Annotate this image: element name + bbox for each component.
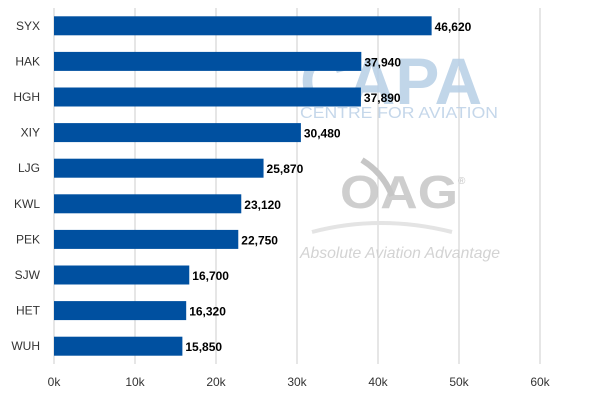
data-label: 37,890 (364, 91, 401, 105)
bar-kwl (54, 194, 242, 214)
bar-het (54, 301, 187, 321)
x-tick-label: 20k (206, 375, 226, 389)
category-label: XIY (21, 126, 40, 140)
bar-wuh (54, 336, 183, 356)
data-label: 16,700 (192, 269, 229, 283)
x-tick-label: 0k (48, 375, 62, 389)
x-tick-label: 10k (125, 375, 145, 389)
x-tick-label: 40k (368, 375, 388, 389)
bar-xiy (54, 123, 301, 143)
x-tick-label: 50k (449, 375, 469, 389)
data-label: 15,850 (185, 340, 222, 354)
oag-arc-icon (311, 221, 453, 234)
category-label: KWL (14, 197, 40, 211)
data-label: 46,620 (435, 20, 472, 34)
labels: 0k 10k 20k 30k 40k 50k 60k SYX 46,620 HAK 37,940 HG… (11, 19, 550, 389)
bars (54, 16, 432, 356)
watermark: CAPA CENTRE FOR AVIATION OAG ® Absolute … (299, 44, 500, 262)
bar-ljg (54, 158, 264, 178)
bar-pek (54, 229, 239, 249)
category-label: LJG (18, 161, 40, 175)
category-label: PEK (16, 232, 40, 246)
oag-logo-watermark: OAG (340, 166, 458, 218)
capa-tagline-watermark: CENTRE FOR AVIATION (300, 105, 498, 122)
data-label: 16,320 (189, 305, 226, 319)
data-label: 30,480 (304, 127, 341, 141)
oag-registered-mark: ® (458, 176, 466, 187)
data-label: 22,750 (241, 233, 278, 247)
data-label: 23,120 (244, 198, 281, 212)
category-label: HAK (15, 54, 40, 68)
category-label: SYX (16, 19, 40, 33)
bar-sjw (54, 265, 190, 285)
x-tick-label: 60k (530, 375, 550, 389)
category-label: HGH (13, 90, 40, 104)
category-label: SJW (15, 268, 41, 282)
bar-syx (54, 16, 432, 36)
data-label: 37,940 (364, 55, 401, 69)
bar-hak (54, 51, 362, 71)
category-label: WUH (11, 339, 40, 353)
category-label: HET (16, 304, 41, 318)
bar-hgh (54, 87, 361, 107)
oag-swoosh-icon (360, 157, 395, 198)
oag-tagline-watermark: Absolute Aviation Advantage (299, 245, 500, 262)
data-label: 25,870 (267, 162, 304, 176)
x-tick-label: 30k (287, 375, 307, 389)
